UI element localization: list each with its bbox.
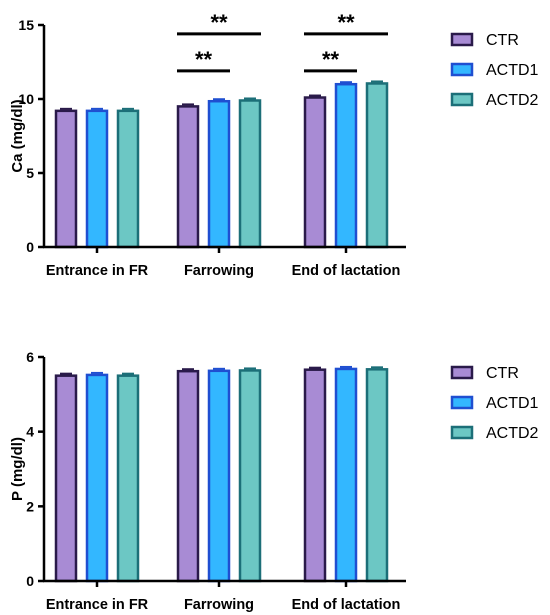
- x-category-label: End of lactation: [292, 263, 401, 279]
- bar-ctr-2: [176, 369, 200, 583]
- legend-swatch-actd1: [450, 62, 474, 77]
- legend-label-ctr: CTR: [486, 365, 519, 382]
- y-tick-label: 5: [26, 165, 34, 181]
- x-category-label: Entrance in FR: [46, 263, 149, 279]
- legend-swatch-actd2: [450, 92, 474, 107]
- y-axis-title: P (mg/dl): [9, 437, 26, 501]
- y-tick-label: 10: [18, 91, 34, 107]
- y-tick-label: 4: [26, 424, 34, 440]
- significance-label: **: [337, 10, 355, 35]
- chart-panel-1: 0 5 10 15 Entrance in FR Farrowing End of lact…: [9, 10, 539, 279]
- bar-actd2-1: [116, 109, 140, 249]
- bar-actd2-1: [116, 374, 140, 583]
- bar-actd1-1: [85, 109, 109, 249]
- y-tick-label: 15: [18, 17, 34, 33]
- x-category-label: Farrowing: [184, 263, 254, 279]
- y-tick-label: 2: [26, 498, 34, 514]
- bar-ctr-3: [303, 96, 327, 249]
- bar-ctr-1: [54, 374, 78, 583]
- significance-label: **: [195, 47, 213, 72]
- bar-actd2-3: [365, 82, 389, 249]
- legend-label-actd2: ACTD2: [486, 92, 539, 109]
- x-category-label: End of lactation: [292, 597, 401, 613]
- bar-actd1-2: [207, 369, 231, 583]
- chart-panel-2: 0 2 4 6 Entrance in FR Farrowing End of lactat…: [9, 349, 539, 613]
- bar-ctr-3: [303, 368, 327, 583]
- legend-swatch-actd2: [450, 425, 474, 440]
- legend-swatch-actd1: [450, 395, 474, 410]
- legend-label-actd2: ACTD2: [486, 425, 539, 442]
- legend-label-actd1: ACTD1: [486, 395, 539, 412]
- legend: CTR ACTD1 ACTD2: [450, 32, 539, 109]
- legend-label-actd1: ACTD1: [486, 62, 539, 79]
- bar-actd2-2: [238, 99, 262, 249]
- bar-actd1-2: [207, 99, 231, 249]
- legend: CTR ACTD1 ACTD2: [450, 365, 539, 442]
- legend-label-ctr: CTR: [486, 32, 519, 49]
- bar-ctr-2: [176, 105, 200, 249]
- bar-actd1-3: [334, 82, 358, 249]
- legend-swatch-ctr: [450, 32, 474, 47]
- bar-actd2-2: [238, 369, 262, 583]
- x-category-label: Entrance in FR: [46, 597, 149, 613]
- y-axis-title: Ca (mg/dl): [9, 99, 26, 172]
- bar-actd1-3: [334, 367, 358, 583]
- y-tick-label: 0: [26, 239, 34, 255]
- x-category-label: Farrowing: [184, 597, 254, 613]
- y-tick-label: 0: [26, 573, 34, 589]
- bar-actd2-3: [365, 368, 389, 583]
- y-tick-label: 6: [26, 349, 34, 365]
- significance-label: **: [210, 10, 228, 35]
- bar-actd1-1: [85, 373, 109, 583]
- legend-swatch-ctr: [450, 365, 474, 380]
- significance-label: **: [322, 47, 340, 72]
- bar-ctr-1: [54, 109, 78, 249]
